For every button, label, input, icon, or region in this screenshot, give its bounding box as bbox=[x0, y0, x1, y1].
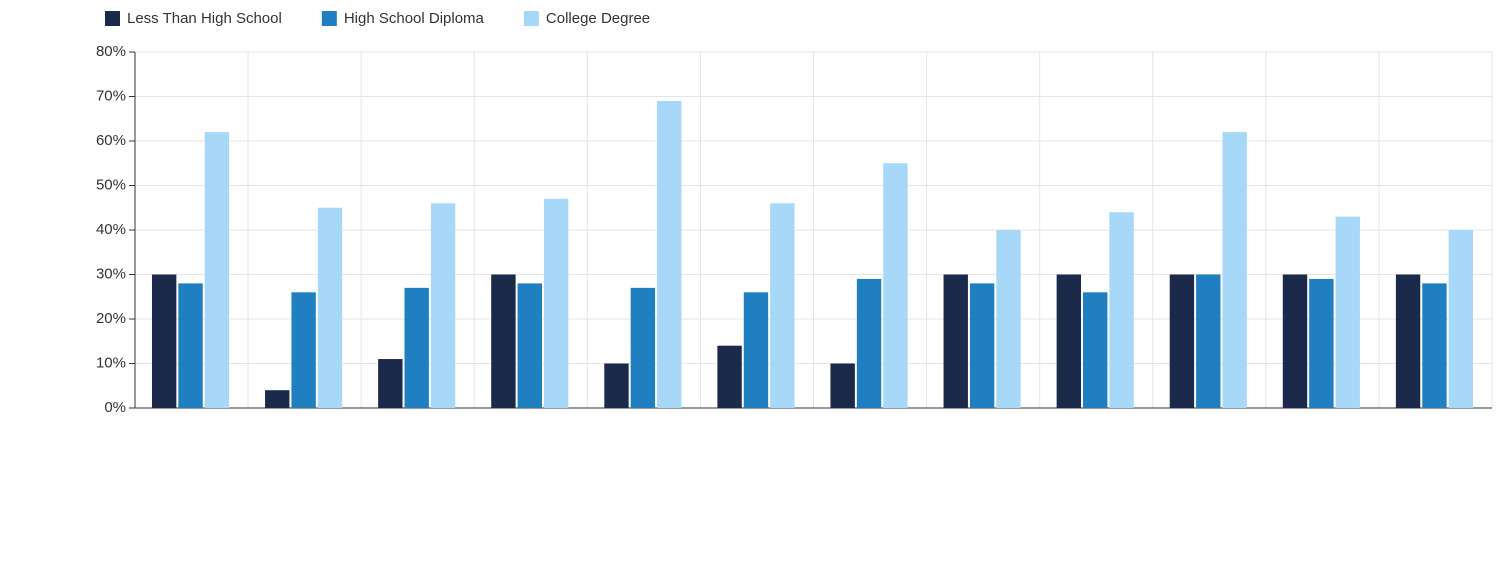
bar bbox=[657, 100, 682, 408]
bar bbox=[378, 359, 403, 408]
y-tick-label: 30% bbox=[96, 265, 126, 282]
bar bbox=[630, 287, 656, 408]
bar bbox=[404, 287, 429, 408]
bar bbox=[743, 292, 769, 408]
bar bbox=[543, 198, 569, 408]
bar bbox=[1056, 274, 1082, 408]
bar bbox=[883, 163, 908, 408]
bar bbox=[1222, 132, 1247, 408]
legend-label: Less Than High School bbox=[127, 10, 282, 27]
bar bbox=[517, 283, 542, 408]
legend-label: College Degree bbox=[546, 10, 650, 27]
bar bbox=[1282, 274, 1308, 408]
bar bbox=[1448, 230, 1474, 408]
y-tick-label: 20% bbox=[96, 310, 126, 327]
y-tick-label: 60% bbox=[96, 132, 126, 149]
y-tick-label: 50% bbox=[96, 176, 126, 193]
bar bbox=[1395, 274, 1421, 408]
bar bbox=[969, 283, 995, 408]
bar bbox=[943, 274, 968, 408]
bar bbox=[856, 278, 882, 408]
bar bbox=[1309, 278, 1334, 408]
y-tick-label: 70% bbox=[96, 87, 126, 104]
bar bbox=[265, 390, 290, 408]
bar bbox=[996, 230, 1021, 408]
y-tick-label: 10% bbox=[96, 354, 126, 371]
legend-swatch bbox=[523, 11, 539, 26]
bar bbox=[830, 363, 855, 408]
bar bbox=[1109, 212, 1134, 408]
bar bbox=[1422, 283, 1447, 408]
y-tick-label: 0% bbox=[104, 399, 126, 416]
bar bbox=[770, 203, 795, 408]
bar bbox=[151, 274, 177, 408]
bar bbox=[604, 363, 629, 408]
bar bbox=[430, 203, 456, 408]
bar bbox=[1196, 274, 1221, 408]
bar bbox=[204, 132, 230, 408]
bar bbox=[178, 283, 203, 408]
bar bbox=[317, 207, 343, 408]
bar bbox=[717, 345, 742, 408]
legend-swatch bbox=[321, 11, 337, 26]
bar bbox=[491, 274, 516, 408]
legend-swatch bbox=[105, 11, 120, 26]
y-tick-label: 80% bbox=[96, 43, 126, 60]
bar bbox=[1169, 274, 1195, 408]
legend-label: High School Diploma bbox=[344, 10, 485, 27]
bar bbox=[291, 292, 316, 408]
bar bbox=[1083, 292, 1108, 408]
y-tick-label: 40% bbox=[96, 221, 126, 238]
bar bbox=[1335, 216, 1360, 408]
